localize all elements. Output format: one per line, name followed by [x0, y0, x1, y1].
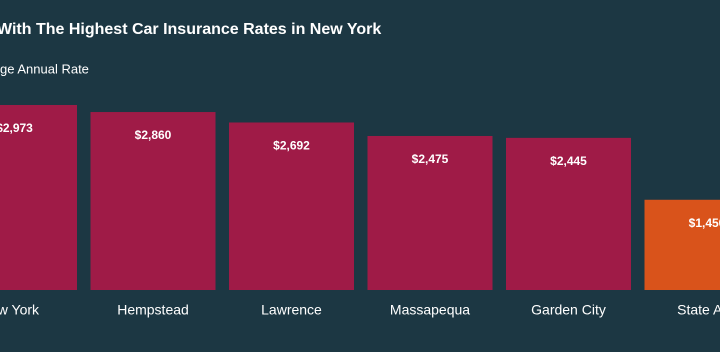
x-tick-label: Garden City: [531, 302, 606, 318]
bar: [506, 137, 631, 290]
value-label: $2,860: [135, 128, 172, 142]
value-label: $2,475: [412, 152, 449, 166]
x-tick-label: Lawrence: [261, 302, 322, 318]
value-label: $2,692: [273, 139, 310, 153]
bar: [229, 122, 354, 290]
value-label: $1,450: [689, 216, 720, 230]
bar: [644, 199, 720, 290]
x-tick-label: Massapequa: [390, 302, 470, 318]
bar: [0, 105, 77, 290]
chart-subtitle: ge Annual Rate: [0, 61, 89, 76]
value-label: $2,973: [0, 121, 33, 135]
bar: [367, 135, 493, 290]
bar: [90, 112, 216, 290]
x-tick-label: Hempstead: [117, 302, 189, 318]
chart-title: With The Highest Car Insurance Rates in …: [0, 21, 381, 38]
x-tick-label: ew York: [0, 302, 40, 318]
value-label: $2,445: [550, 154, 587, 168]
x-tick-label: State Ave: [677, 302, 720, 318]
